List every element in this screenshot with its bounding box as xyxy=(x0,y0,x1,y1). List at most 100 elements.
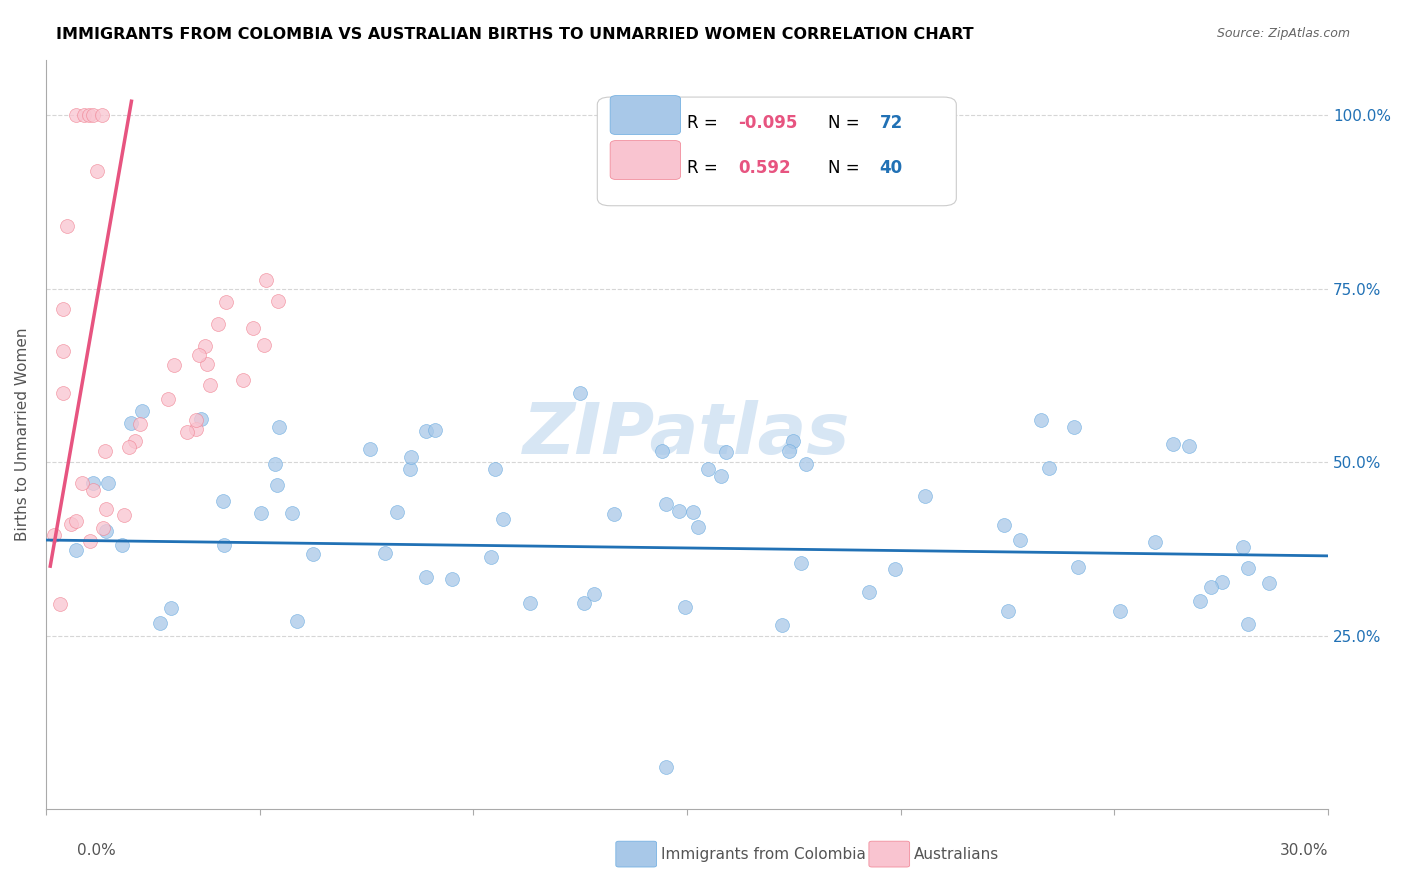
Point xyxy=(160,600,183,615)
Point xyxy=(157,392,180,407)
Point xyxy=(782,434,804,448)
Point xyxy=(1232,540,1254,554)
Point xyxy=(52,344,75,359)
Point xyxy=(484,462,506,476)
Point xyxy=(65,543,87,558)
Text: 72: 72 xyxy=(879,114,903,132)
Point xyxy=(285,614,308,628)
Text: 0.0%: 0.0% xyxy=(77,843,117,858)
Point xyxy=(654,497,676,511)
Point xyxy=(56,219,79,234)
Point xyxy=(399,450,422,464)
Point xyxy=(387,506,409,520)
Point xyxy=(52,302,75,317)
Point xyxy=(232,373,254,387)
Point xyxy=(770,618,793,632)
Point xyxy=(884,562,907,576)
Point xyxy=(415,424,437,438)
Point xyxy=(569,385,592,400)
Point xyxy=(993,517,1015,532)
Point xyxy=(214,538,236,552)
Point xyxy=(82,483,104,497)
Point xyxy=(1199,580,1222,594)
Point xyxy=(215,294,238,309)
Point xyxy=(186,421,208,435)
Text: Source: ZipAtlas.com: Source: ZipAtlas.com xyxy=(1216,27,1350,40)
Point xyxy=(94,502,117,516)
FancyBboxPatch shape xyxy=(610,95,681,135)
Point xyxy=(714,445,737,459)
FancyBboxPatch shape xyxy=(610,141,681,179)
Point xyxy=(198,378,221,392)
Point xyxy=(190,412,212,426)
Point xyxy=(1237,617,1260,632)
Point xyxy=(250,506,273,520)
Point xyxy=(73,108,96,122)
Point xyxy=(602,508,624,522)
Point xyxy=(425,423,447,437)
Point xyxy=(163,359,186,373)
Point xyxy=(77,108,100,122)
Point xyxy=(60,516,83,531)
Point xyxy=(668,503,690,517)
Point xyxy=(65,108,87,122)
Point xyxy=(1010,533,1032,548)
Point xyxy=(1237,560,1260,574)
Point xyxy=(79,533,101,548)
Point xyxy=(266,477,288,491)
Point xyxy=(111,538,134,552)
Text: ZIPatlas: ZIPatlas xyxy=(523,400,851,469)
Point xyxy=(1063,419,1085,434)
Point xyxy=(359,442,381,456)
Point xyxy=(1188,594,1211,608)
Point xyxy=(778,443,800,458)
Point xyxy=(281,506,304,520)
Point xyxy=(794,457,817,471)
Point xyxy=(914,489,936,503)
Point xyxy=(94,524,117,539)
Point xyxy=(582,587,605,601)
Point xyxy=(301,548,323,562)
Point xyxy=(112,508,135,522)
Point xyxy=(1109,604,1132,618)
Point xyxy=(1258,575,1281,590)
Point xyxy=(709,468,731,483)
Point xyxy=(651,444,673,458)
Text: N =: N = xyxy=(828,114,865,132)
Point xyxy=(176,425,198,439)
Point xyxy=(415,570,437,584)
Point xyxy=(90,108,112,122)
Point xyxy=(673,600,696,615)
Point xyxy=(131,404,153,418)
Text: 40: 40 xyxy=(879,160,903,178)
Point xyxy=(94,443,117,458)
Point xyxy=(52,385,75,400)
Point xyxy=(519,596,541,610)
Point xyxy=(1038,461,1060,475)
Point xyxy=(70,476,93,491)
Text: R =: R = xyxy=(688,160,723,178)
Point xyxy=(253,338,276,352)
Point xyxy=(1029,413,1052,427)
Point xyxy=(858,585,880,599)
Point xyxy=(48,598,70,612)
Point xyxy=(65,514,87,528)
Point xyxy=(1067,560,1090,574)
Point xyxy=(789,556,811,570)
Point xyxy=(42,528,65,542)
Point xyxy=(124,434,146,449)
Point xyxy=(997,604,1019,618)
Point xyxy=(195,357,218,371)
Point xyxy=(479,549,502,564)
Point xyxy=(492,512,515,526)
Point xyxy=(1178,439,1201,453)
Point xyxy=(572,596,595,610)
Text: -0.095: -0.095 xyxy=(738,114,797,132)
Text: IMMIGRANTS FROM COLOMBIA VS AUSTRALIAN BIRTHS TO UNMARRIED WOMEN CORRELATION CHA: IMMIGRANTS FROM COLOMBIA VS AUSTRALIAN B… xyxy=(56,27,974,42)
Point xyxy=(207,318,229,332)
Point xyxy=(86,163,108,178)
Point xyxy=(697,462,720,476)
Point xyxy=(1144,535,1167,549)
Point xyxy=(82,108,104,122)
Text: 0.592: 0.592 xyxy=(738,160,792,178)
